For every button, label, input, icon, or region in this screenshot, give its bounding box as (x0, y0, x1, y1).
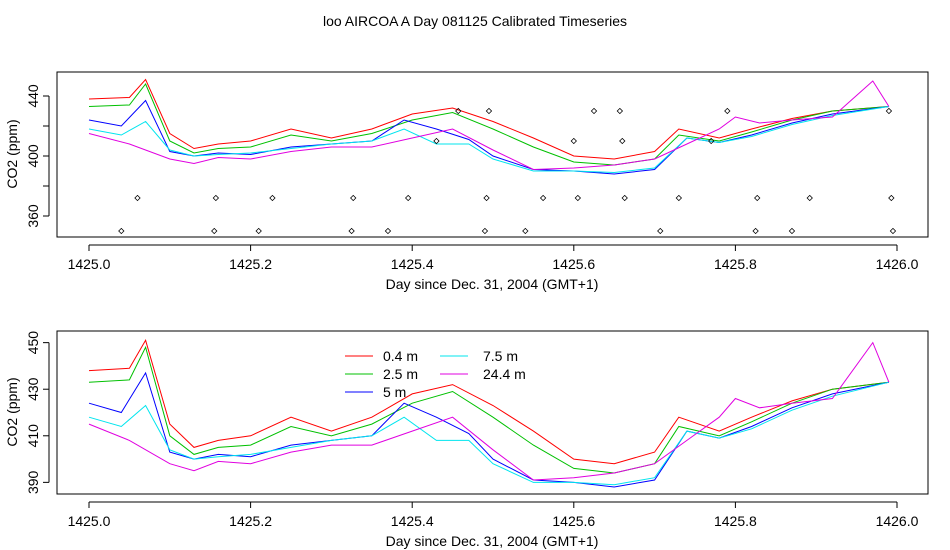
marker-point (707, 137, 715, 145)
top-series-5-m (88, 99, 889, 175)
marker-point (483, 194, 490, 202)
bottom-y-tick-label: 410 (25, 424, 41, 448)
bottom-plot-frame (56, 330, 929, 495)
marker-point (570, 137, 577, 145)
marker-point (481, 227, 489, 235)
bottom-xlabel: Day since Dec. 31, 2004 (GMT+1) (386, 533, 599, 549)
top-y-tick-label: 360 (25, 204, 41, 228)
bottom-x-tick-label: 1425.2 (229, 513, 272, 529)
marker-point (350, 194, 357, 202)
bottom-series-0-4-m (88, 339, 889, 465)
legend: 0.4 m 2.5 m 5 m 7.5 m 24.4 m (345, 348, 526, 400)
bottom-series-2-5-m (88, 345, 889, 474)
marker-point (885, 107, 893, 115)
marker-point (621, 194, 628, 202)
marker-point (485, 107, 493, 115)
top-y-tick-label: 400 (25, 144, 41, 168)
bottom-series-24-4-m (88, 341, 890, 481)
legend-label-24-4-m: 24.4 m (483, 366, 526, 382)
top-series-lines (88, 78, 890, 175)
top-axes: 1425.0 1425.2 1425.4 1425.6 1425.8 1426.0 360 4… (25, 84, 919, 272)
bottom-series-lines (88, 339, 890, 488)
top-y-tick-label: 440 (25, 84, 41, 108)
marker-point (134, 194, 141, 202)
marker-point (590, 107, 598, 115)
marker-point (616, 107, 624, 115)
top-plot-frame (56, 71, 929, 238)
bottom-panel: 1425.0 1425.2 1425.4 1425.6 1425.8 1426.0 390 4… (4, 330, 929, 549)
top-series-24-4-m (88, 80, 890, 171)
top-series-2-5-m (88, 83, 889, 166)
legend-label-5-m: 5 m (383, 384, 406, 400)
top-markers (118, 107, 897, 235)
bottom-y-tick-label: 430 (25, 377, 41, 401)
marker-point (118, 227, 125, 235)
top-series-0-4-m (88, 78, 889, 160)
marker-point (455, 107, 462, 115)
marker-point (384, 227, 392, 235)
marker-point (574, 194, 582, 202)
top-series-7-5-m (88, 106, 889, 174)
legend-label-2-5-m: 2.5 m (383, 366, 418, 382)
bottom-x-tick-label: 1425.6 (552, 513, 595, 529)
bottom-series-5-m (88, 371, 890, 488)
marker-point (888, 194, 895, 202)
bottom-y-tick-label: 390 (25, 470, 41, 494)
marker-point (255, 227, 262, 235)
marker-point (539, 194, 547, 202)
bottom-x-tick-label: 1426.0 (876, 513, 919, 529)
bottom-axes: 1425.0 1425.2 1425.4 1425.6 1425.8 1426.0 390 4… (25, 331, 919, 529)
marker-point (752, 227, 759, 235)
top-x-tick-label: 1425.4 (391, 256, 434, 272)
bottom-x-tick-label: 1425.8 (714, 513, 757, 529)
marker-point (806, 194, 813, 202)
top-x-tick-label: 1425.2 (229, 256, 272, 272)
bottom-y-tick-label: 450 (25, 331, 41, 355)
marker-point (675, 194, 683, 202)
marker-point (522, 227, 529, 235)
bottom-x-tick-label: 1425.4 (391, 513, 434, 529)
marker-point (754, 194, 761, 202)
marker-point (657, 227, 664, 235)
figure-title: loo AIRCOA A Day 081125 Calibrated Times… (323, 13, 627, 29)
top-x-tick-label: 1425.0 (68, 256, 111, 272)
marker-point (788, 227, 796, 235)
top-ylabel: CO2 (ppm) (4, 119, 20, 188)
marker-point (724, 107, 731, 115)
marker-point (212, 194, 220, 202)
marker-point (348, 227, 355, 235)
top-panel: 1425.0 1425.2 1425.4 1425.6 1425.8 1426.0 360 4… (4, 71, 929, 292)
legend-label-0-4-m: 0.4 m (383, 348, 418, 364)
marker-point (269, 194, 276, 202)
top-x-tick-label: 1425.6 (552, 256, 595, 272)
bottom-ylabel: CO2 (ppm) (4, 377, 20, 446)
bottom-x-tick-label: 1425.0 (68, 513, 111, 529)
top-xlabel: Day since Dec. 31, 2004 (GMT+1) (386, 276, 599, 292)
marker-point (404, 194, 412, 202)
bottom-series-7-5-m (88, 381, 890, 486)
top-x-tick-label: 1425.8 (714, 256, 757, 272)
top-x-tick-label: 1426.0 (876, 256, 919, 272)
marker-point (889, 227, 897, 235)
marker-point (433, 137, 440, 145)
marker-point (619, 137, 626, 145)
legend-label-7-5-m: 7.5 m (483, 348, 518, 364)
marker-point (211, 227, 218, 235)
